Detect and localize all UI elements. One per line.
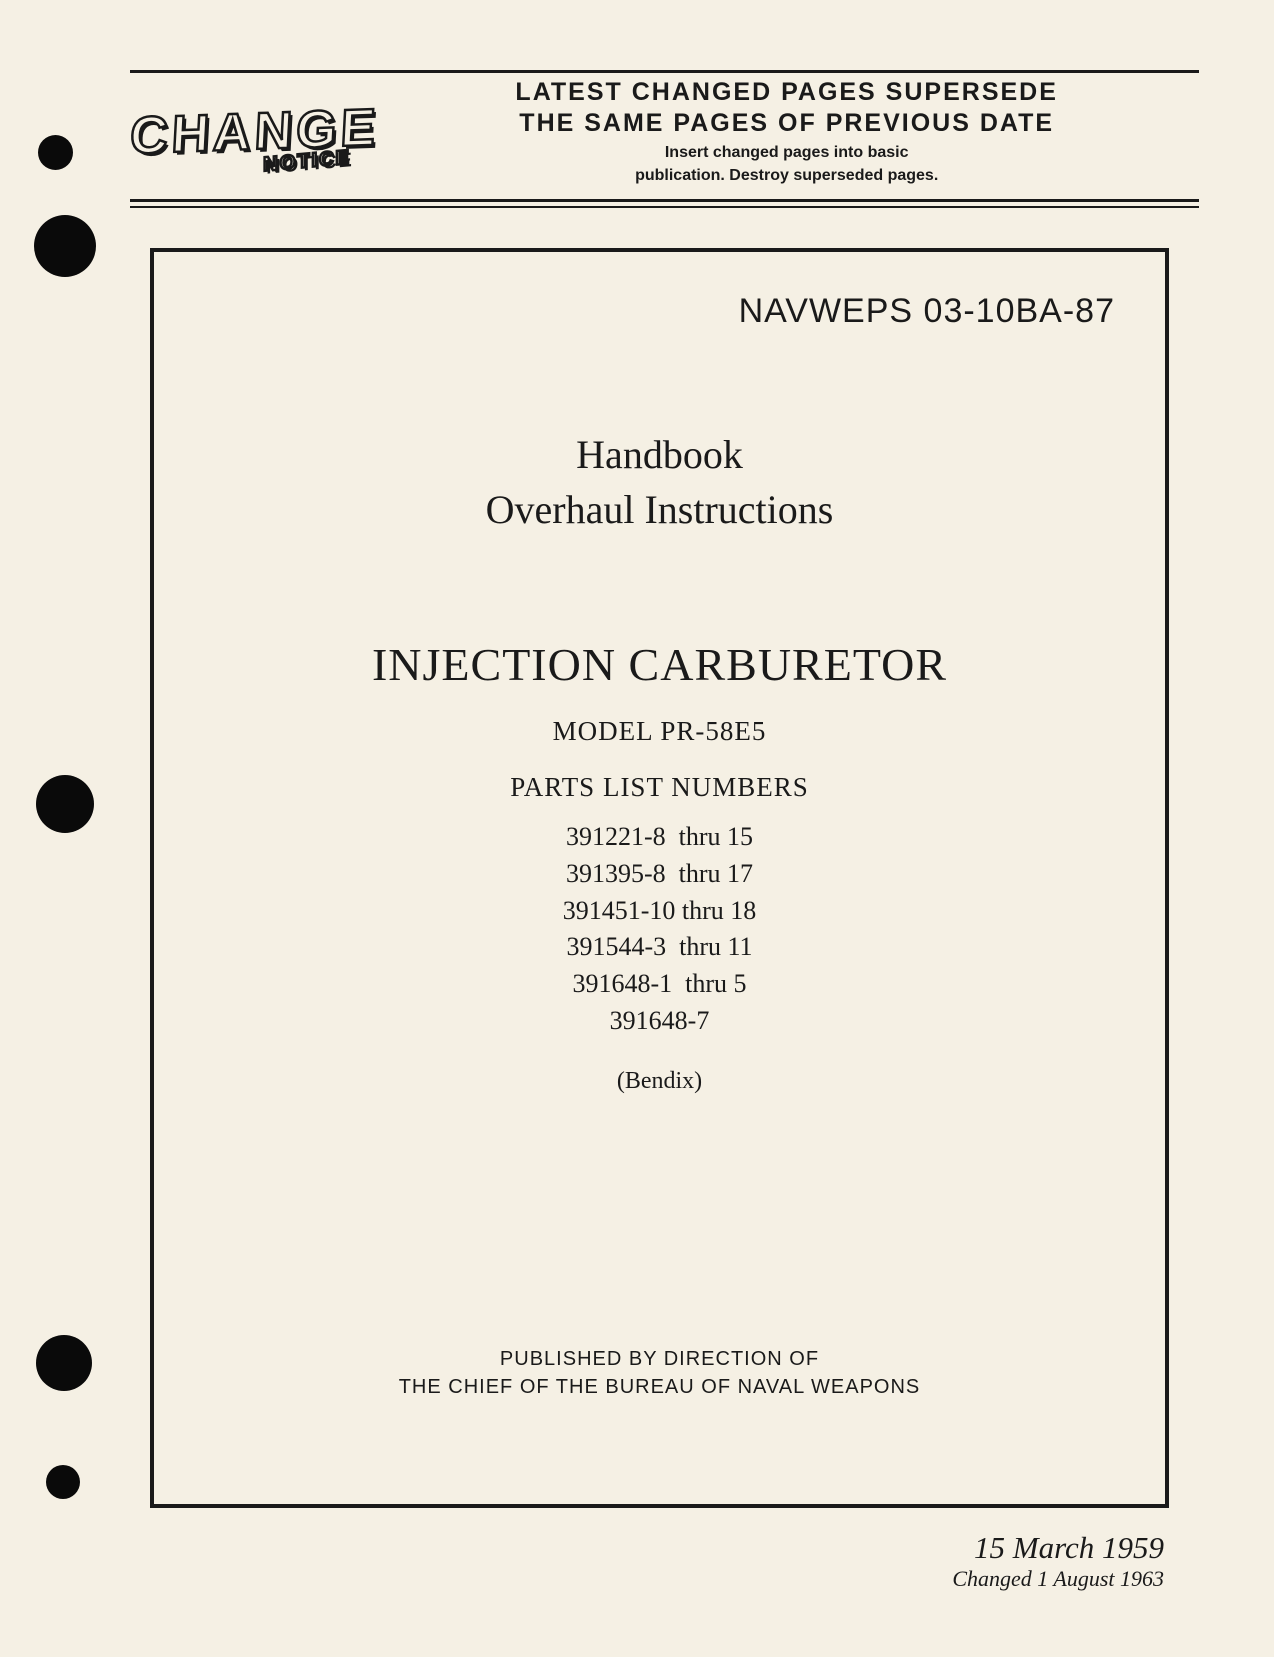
document-number: NAVWEPS 03-10BA-87 bbox=[204, 292, 1115, 331]
publisher-line-1: PUBLISHED BY DIRECTION OF bbox=[204, 1345, 1115, 1373]
handbook-label: Handbook bbox=[204, 431, 1115, 478]
model-number: MODEL PR-58E5 bbox=[204, 716, 1115, 747]
parts-list: 391221-8 thru 15 391395-8 thru 17 391451… bbox=[204, 819, 1115, 1040]
change-logo: CHANGE NOTICE bbox=[129, 105, 381, 158]
parts-list-item: 391221-8 thru 15 bbox=[204, 819, 1115, 856]
change-info-block: LATEST CHANGED PAGES SUPERSEDE THE SAME … bbox=[404, 77, 1199, 187]
publisher-line-2: THE CHIEF OF THE BUREAU OF NAVAL WEAPONS bbox=[204, 1373, 1115, 1401]
supersede-text-2: THE SAME PAGES OF PREVIOUS DATE bbox=[404, 108, 1169, 139]
main-content-frame: NAVWEPS 03-10BA-87 Handbook Overhaul Ins… bbox=[150, 248, 1169, 1508]
insert-instruction-2: publication. Destroy superseded pages. bbox=[404, 165, 1169, 187]
insert-instruction-1: Insert changed pages into basic bbox=[404, 142, 1169, 164]
change-notice-header: CHANGE NOTICE LATEST CHANGED PAGES SUPER… bbox=[130, 77, 1199, 199]
parts-list-header: PARTS LIST NUMBERS bbox=[204, 772, 1115, 803]
manufacturer-name: (Bendix) bbox=[204, 1068, 1115, 1095]
parts-list-item: 391544-3 thru 11 bbox=[204, 929, 1115, 966]
horizontal-rule-top bbox=[130, 70, 1199, 73]
horizontal-rule-mid bbox=[130, 199, 1199, 202]
main-title: INJECTION CARBURETOR bbox=[204, 638, 1115, 691]
parts-list-item: 391395-8 thru 17 bbox=[204, 856, 1115, 893]
horizontal-rule-bottom bbox=[130, 206, 1199, 208]
supersede-text-1: LATEST CHANGED PAGES SUPERSEDE bbox=[404, 77, 1169, 108]
parts-list-item: 391648-7 bbox=[204, 1003, 1115, 1040]
publication-date: 15 March 1959 bbox=[130, 1530, 1164, 1566]
change-date: Changed 1 August 1963 bbox=[130, 1566, 1164, 1592]
notice-label: NOTICE bbox=[263, 149, 351, 174]
parts-list-item: 391451-10 thru 18 bbox=[204, 893, 1115, 930]
page-container: CHANGE NOTICE LATEST CHANGED PAGES SUPER… bbox=[0, 0, 1274, 1642]
parts-list-item: 391648-1 thru 5 bbox=[204, 966, 1115, 1003]
overhaul-label: Overhaul Instructions bbox=[204, 486, 1115, 533]
date-block: 15 March 1959 Changed 1 August 1963 bbox=[130, 1530, 1164, 1592]
